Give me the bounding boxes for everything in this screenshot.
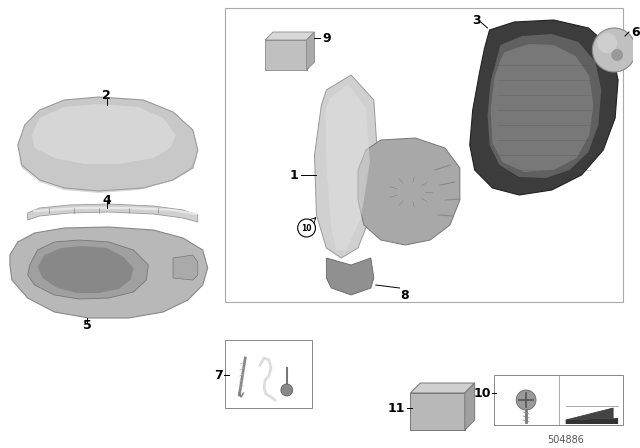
Text: 9: 9 [323, 31, 331, 44]
Circle shape [281, 384, 292, 396]
Bar [495, 375, 623, 425]
Circle shape [298, 219, 316, 237]
Text: 8: 8 [401, 289, 409, 302]
Polygon shape [307, 32, 314, 70]
Polygon shape [18, 97, 198, 191]
Polygon shape [38, 246, 134, 293]
Polygon shape [31, 104, 176, 164]
Text: 4: 4 [102, 194, 111, 207]
Polygon shape [265, 32, 314, 40]
Polygon shape [10, 227, 207, 318]
Polygon shape [465, 383, 475, 430]
Text: 10: 10 [474, 387, 492, 400]
Text: 1: 1 [290, 168, 299, 181]
Polygon shape [490, 44, 593, 172]
Text: 5: 5 [83, 319, 92, 332]
Text: 7: 7 [214, 369, 223, 382]
Polygon shape [358, 138, 460, 245]
Polygon shape [470, 20, 618, 195]
Polygon shape [28, 204, 198, 222]
Circle shape [597, 33, 617, 53]
Polygon shape [18, 155, 198, 193]
Polygon shape [488, 34, 601, 178]
Text: 11: 11 [388, 401, 406, 414]
Polygon shape [28, 240, 148, 299]
Bar [225, 340, 312, 408]
Text: 10: 10 [301, 224, 312, 233]
Circle shape [516, 390, 536, 410]
Text: 3: 3 [472, 13, 481, 26]
Circle shape [593, 28, 636, 72]
Polygon shape [173, 255, 198, 280]
Polygon shape [566, 418, 618, 424]
Circle shape [611, 49, 623, 61]
Polygon shape [314, 75, 378, 258]
Bar [225, 8, 623, 302]
Polygon shape [566, 408, 613, 420]
Polygon shape [326, 258, 374, 295]
Polygon shape [265, 40, 307, 70]
Polygon shape [410, 383, 475, 393]
Text: 2: 2 [102, 89, 111, 102]
Text: 504886: 504886 [547, 435, 584, 445]
Polygon shape [410, 393, 465, 430]
Polygon shape [325, 84, 370, 250]
Text: 6: 6 [631, 26, 639, 39]
